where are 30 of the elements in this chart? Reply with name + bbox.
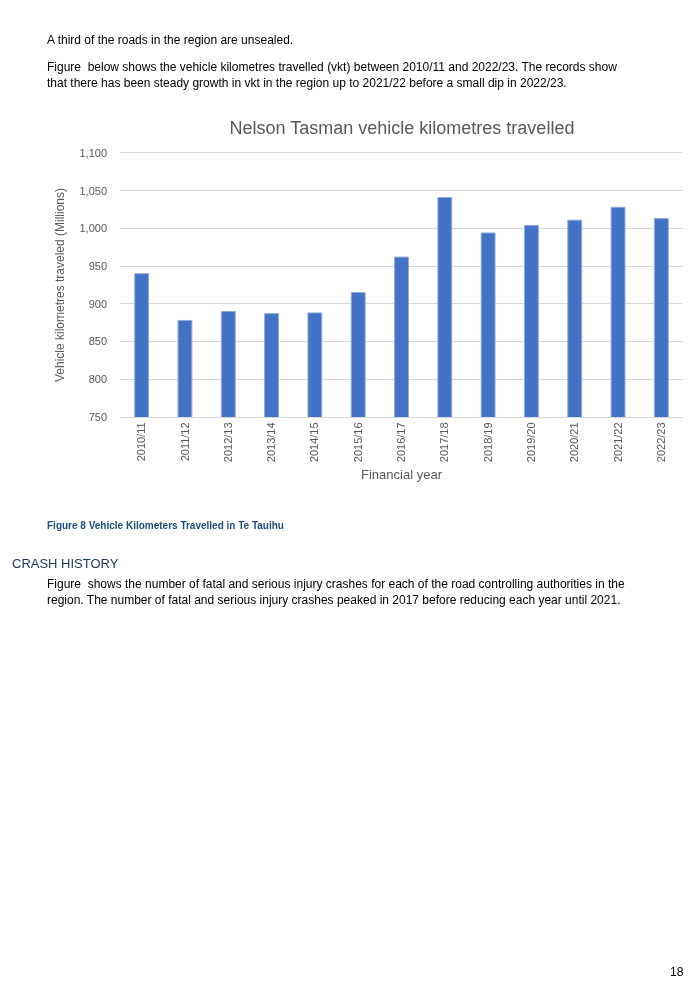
- text: A third of the roads in the region are unsealed.: [47, 33, 294, 47]
- x-axis-title: Financial year: [361, 466, 443, 482]
- text: Figure shows the number of fatal and serious injury crashes for each of the road controlling authorities in the region. The number of fatal and serious injury crashes peaked in 2017 before reducing each year until 2021.: [47, 577, 625, 607]
- y-tick-label: 1,100: [79, 146, 107, 159]
- x-tick-label: 2011/12: [178, 422, 191, 462]
- caption: Figure 8 Vehicle Kilometers Travelled in Te Tauihu: [47, 520, 284, 531]
- x-tick-label: 2021/22: [611, 422, 624, 463]
- x-tick-label: 2016/17: [395, 422, 408, 463]
- x-tick-label: 2017/18: [438, 422, 451, 463]
- text: 18: [670, 965, 684, 979]
- text: CRASH HISTORY: [12, 556, 119, 571]
- y-tick-label: 750: [88, 410, 107, 423]
- x-tick-label: 2014/15: [308, 422, 321, 463]
- y-axis-title: Vehicle kilometres traveled (Millions): [52, 187, 67, 383]
- y-tick-label: 1,000: [79, 222, 107, 235]
- x-tick-label: 2019/20: [524, 422, 537, 463]
- x-tick-label: 2022/23: [654, 422, 667, 463]
- y-tick-label: 1,050: [79, 184, 107, 197]
- x-tick-label: 2018/19: [481, 422, 494, 463]
- y-tick-label: 800: [88, 373, 107, 386]
- y-tick-label: 950: [88, 259, 107, 272]
- text: Figure below shows the vehicle kilometres travelled (vkt) between 2010/11 and 2022/23. The records show that there has been steady growth in vkt in the region up to 2021/22 before a small dip in 2022/23.: [47, 60, 618, 90]
- x-tick-label: 2012/13: [221, 422, 234, 463]
- y-tick-label: 850: [88, 335, 107, 348]
- x-tick-label: 2013/14: [265, 422, 278, 463]
- chart-title: Nelson Tasman vehicle kilometres travelled: [229, 118, 575, 139]
- x-tick-label: 2020/21: [568, 422, 581, 463]
- y-tick-label: 900: [88, 297, 107, 310]
- x-tick-label: 2010/11: [135, 422, 148, 462]
- x-tick-label: 2015/16: [351, 422, 364, 463]
